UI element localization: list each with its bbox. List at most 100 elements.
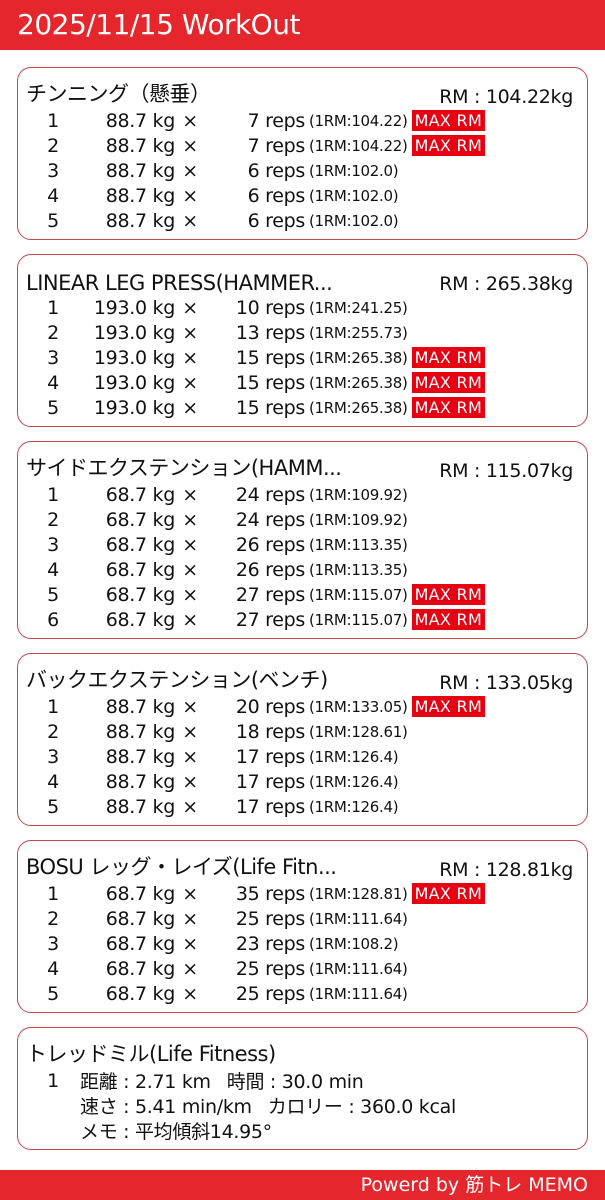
set-reps: 20 reps [235,695,305,718]
max-rm-badge: MAX RM [411,110,486,131]
set-number: 5 [47,396,59,419]
set-row: 2 193.0 kg × 13 reps (1RM:255.73) [26,320,573,345]
set-number: 5 [47,795,59,818]
set-row: 1 88.7 kg × 20 reps (1RM:133.05) MAX RM [26,694,573,719]
set-reps: 24 reps [235,483,305,506]
set-number: 2 [47,321,59,344]
set-number: 6 [47,608,59,631]
set-weight: 68.7 kg [105,932,176,955]
workout-list: チンニング（懸垂） RM : 104.22kg 1 88.7 kg × 7 reps (1R… [17,67,588,1164]
one-rm: (1RM:255.73) [309,323,408,342]
times-sign: × [182,695,198,718]
set-reps: 23 reps [235,932,305,955]
one-rm: (1RM:265.38) [309,398,408,417]
set-row: 4 193.0 kg × 15 reps (1RM:265.38) MAX RM [26,370,573,395]
set-row: 5 88.7 kg × 17 reps (1RM:126.4) [26,794,573,819]
set-weight: 193.0 kg [93,371,175,394]
set-row: 3 68.7 kg × 26 reps (1RM:113.35) [26,532,573,557]
times-sign: × [182,508,198,531]
set-number: 4 [47,770,59,793]
max-rm-badge: MAX RM [411,372,486,393]
times-sign: × [182,720,198,743]
one-rm: (1RM:108.2) [309,934,399,953]
max-rm-badge: MAX RM [411,883,486,904]
set-weight: 193.0 kg [93,296,175,319]
set-number: 5 [47,209,59,232]
set-row: 2 88.7 kg × 18 reps (1RM:128.61) [26,719,573,744]
set-reps: 6 reps [247,159,306,182]
times-sign: × [182,795,198,818]
set-number: 3 [47,745,59,768]
one-rm: (1RM:128.81) [309,884,408,903]
set-reps: 26 reps [235,533,305,556]
times-sign: × [182,882,198,905]
set-number: 2 [47,720,59,743]
set-row: 1 68.7 kg × 35 reps (1RM:128.81) MAX RM [26,881,573,906]
set-reps: 15 reps [235,396,305,419]
exercise-card: バックエクステンション(ベンチ) RM : 133.05kg 1 88.7 kg × 20… [17,653,588,826]
max-rm-badge: MAX RM [411,609,486,630]
one-rm: (1RM:104.22) [309,136,408,155]
times-sign: × [182,770,198,793]
set-weight: 68.7 kg [105,533,176,556]
set-row: 5 88.7 kg × 6 reps (1RM:102.0) [26,208,573,233]
card-header: LINEAR LEG PRESS(HAMMER... RM : 265.38kg [26,261,573,295]
times-sign: × [182,982,198,1005]
set-weight: 88.7 kg [105,770,176,793]
set-weight: 68.7 kg [105,907,176,930]
times-sign: × [182,583,198,606]
set-row: 1 88.7 kg × 7 reps (1RM:104.22) MAX RM [26,108,573,133]
set-row: 3 88.7 kg × 17 reps (1RM:126.4) [26,744,573,769]
set-number: 2 [47,907,59,930]
set-number: 5 [47,982,59,1005]
times-sign: × [182,296,198,319]
distance: 距離 : 2.71 km [80,1071,211,1093]
times-sign: × [182,371,198,394]
set-weight: 193.0 kg [93,346,175,369]
exercise-name: サイドエクステンション(HAMM... [26,456,342,480]
set-weight: 88.7 kg [105,159,176,182]
set-reps: 24 reps [235,508,305,531]
set-reps: 26 reps [235,558,305,581]
exercise-card: BOSU レッグ・レイズ(Life Fitn... RM : 128.81kg 1 6… [17,840,588,1013]
times-sign: × [182,533,198,556]
set-number: 1 [47,695,59,718]
set-row: 2 68.7 kg × 25 reps (1RM:111.64) [26,906,573,931]
set-number: 3 [47,533,59,556]
times-sign: × [182,957,198,980]
set-weight: 68.7 kg [105,558,176,581]
set-row: 4 68.7 kg × 25 reps (1RM:111.64) [26,956,573,981]
times-sign: × [182,483,198,506]
exercise-name: LINEAR LEG PRESS(HAMMER... [26,271,333,295]
one-rm: (1RM:115.07) [309,585,408,604]
one-rm: (1RM:126.4) [309,747,399,766]
set-reps: 15 reps [235,346,305,369]
set-reps: 7 reps [247,109,306,132]
set-row: 2 88.7 kg × 7 reps (1RM:104.22) MAX RM [26,133,573,158]
set-weight: 68.7 kg [105,982,176,1005]
times-sign: × [182,346,198,369]
set-weight: 88.7 kg [105,134,176,157]
set-weight: 88.7 kg [105,720,176,743]
exercise-name: チンニング（懸垂） [26,82,211,106]
page-title: 2025/11/15 WorkOut [0,0,605,50]
set-weight: 193.0 kg [93,321,175,344]
card-header: チンニング（懸垂） RM : 104.22kg [26,74,573,108]
set-row: 5 193.0 kg × 15 reps (1RM:265.38) MAX RM [26,395,573,420]
one-rm: (1RM:109.92) [309,485,408,504]
set-reps: 10 reps [235,296,305,319]
set-reps: 25 reps [235,957,305,980]
exercise-name: BOSU レッグ・レイズ(Life Fitn... [26,855,337,879]
rm-value: RM : 133.05kg [439,672,573,694]
set-weight: 68.7 kg [105,583,176,606]
set-row: 6 68.7 kg × 27 reps (1RM:115.07) MAX RM [26,607,573,632]
times-sign: × [182,134,198,157]
times-sign: × [182,209,198,232]
set-reps: 35 reps [235,882,305,905]
set-reps: 25 reps [235,982,305,1005]
set-number: 3 [47,346,59,369]
set-number: 1 [47,296,59,319]
one-rm: (1RM:111.64) [309,984,408,1003]
one-rm: (1RM:265.38) [309,348,408,367]
one-rm: (1RM:111.64) [309,909,408,928]
